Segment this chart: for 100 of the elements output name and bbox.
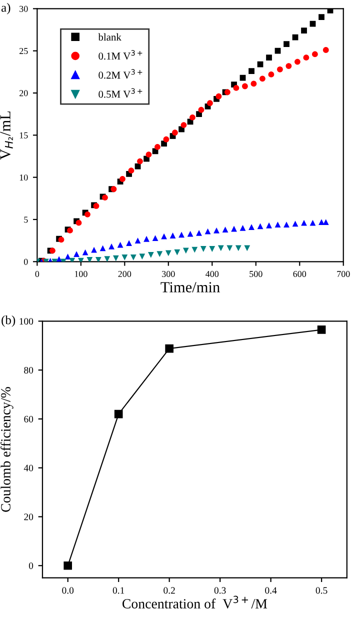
- point: [174, 249, 180, 256]
- x-tick-label: 500: [250, 270, 262, 278]
- y-tick-label: 80: [24, 366, 34, 374]
- point: [242, 83, 248, 90]
- point: [165, 250, 172, 256]
- point: [318, 14, 324, 20]
- point: [128, 168, 134, 174]
- point: [200, 246, 206, 252]
- point: [114, 410, 123, 418]
- point: [209, 246, 216, 252]
- point: [294, 58, 300, 65]
- x-tick-label: 300: [162, 270, 175, 278]
- y-tick-label: 10: [20, 174, 28, 181]
- point: [152, 235, 158, 241]
- point: [284, 222, 290, 228]
- point: [154, 144, 160, 150]
- point: [146, 152, 152, 158]
- y-tick-label: 100: [20, 318, 34, 325]
- chart-title: (b): [2, 315, 16, 327]
- x-tick-label: 0.4: [265, 587, 277, 594]
- point: [233, 84, 240, 91]
- point: [102, 194, 108, 201]
- point: [95, 257, 102, 262]
- point: [322, 47, 329, 53]
- point: [268, 72, 274, 78]
- point: [163, 136, 170, 142]
- point: [108, 244, 114, 250]
- point: [292, 34, 298, 40]
- point: [318, 219, 324, 225]
- point: [134, 163, 141, 170]
- point: [198, 106, 204, 113]
- point: [257, 61, 264, 68]
- point: [240, 74, 246, 81]
- point: [303, 54, 310, 61]
- legend-label: 0.5M V$^{3+}$: [98, 88, 142, 98]
- point: [170, 232, 176, 238]
- point: [50, 248, 56, 254]
- point: [266, 222, 272, 228]
- point: [187, 230, 194, 237]
- point: [58, 236, 64, 243]
- point: [277, 66, 283, 72]
- y-tick-label: 30: [20, 6, 28, 12]
- point: [317, 326, 326, 334]
- point: [312, 51, 318, 58]
- x-tick-label: 400: [206, 270, 219, 278]
- point: [137, 158, 143, 164]
- point: [161, 233, 167, 240]
- chart-title: a): [2, 3, 10, 14]
- point: [180, 122, 187, 128]
- point: [122, 254, 128, 260]
- point: [292, 220, 298, 227]
- point: [235, 245, 242, 252]
- point: [120, 176, 126, 182]
- point: [64, 561, 72, 570]
- x-tick-label: 600: [293, 270, 306, 278]
- point: [216, 93, 222, 100]
- y-tick-label: 25: [20, 48, 28, 54]
- point: [327, 8, 334, 14]
- point: [82, 249, 88, 256]
- x-axis-title: Time/min: [160, 282, 220, 292]
- x-tick-label: 0.5: [316, 587, 328, 594]
- legend-label: 0.2M V$^{3+}$: [98, 69, 142, 79]
- point: [67, 227, 73, 234]
- point: [207, 100, 213, 106]
- x-tick-label: 0.1: [112, 587, 124, 594]
- y-tick-label: 0: [28, 562, 34, 570]
- point: [100, 245, 106, 252]
- y-tick-label: 60: [24, 416, 34, 422]
- point: [274, 48, 281, 54]
- point: [165, 344, 174, 353]
- point: [148, 252, 154, 258]
- point: [56, 256, 62, 262]
- x-tick-label: 100: [74, 270, 88, 278]
- point: [144, 236, 150, 242]
- point: [104, 256, 110, 262]
- x-axis-title: Concentration of V$^{3+}$/M: [122, 596, 268, 609]
- point: [134, 238, 141, 244]
- point: [190, 114, 196, 120]
- point: [126, 240, 132, 246]
- point: [196, 230, 202, 236]
- y-tick-label: 15: [20, 132, 28, 138]
- point: [310, 220, 316, 226]
- point: [260, 76, 266, 82]
- point: [310, 20, 316, 27]
- y-axis-title: Coulomb efficiency/%: [0, 387, 14, 512]
- point: [130, 254, 136, 260]
- point: [301, 220, 307, 226]
- x-tick-label: 0.0: [62, 587, 74, 594]
- point: [192, 246, 198, 253]
- point: [86, 257, 93, 262]
- point: [172, 130, 178, 136]
- point: [84, 211, 90, 218]
- point: [76, 220, 82, 226]
- x-tick-label: 200: [118, 270, 132, 278]
- x-tick-label: 700: [337, 270, 350, 278]
- point: [274, 222, 281, 228]
- point: [286, 63, 292, 69]
- point: [266, 54, 272, 61]
- point: [248, 68, 254, 74]
- y-axis-title: V$_{H₂}$/mL: [0, 111, 13, 160]
